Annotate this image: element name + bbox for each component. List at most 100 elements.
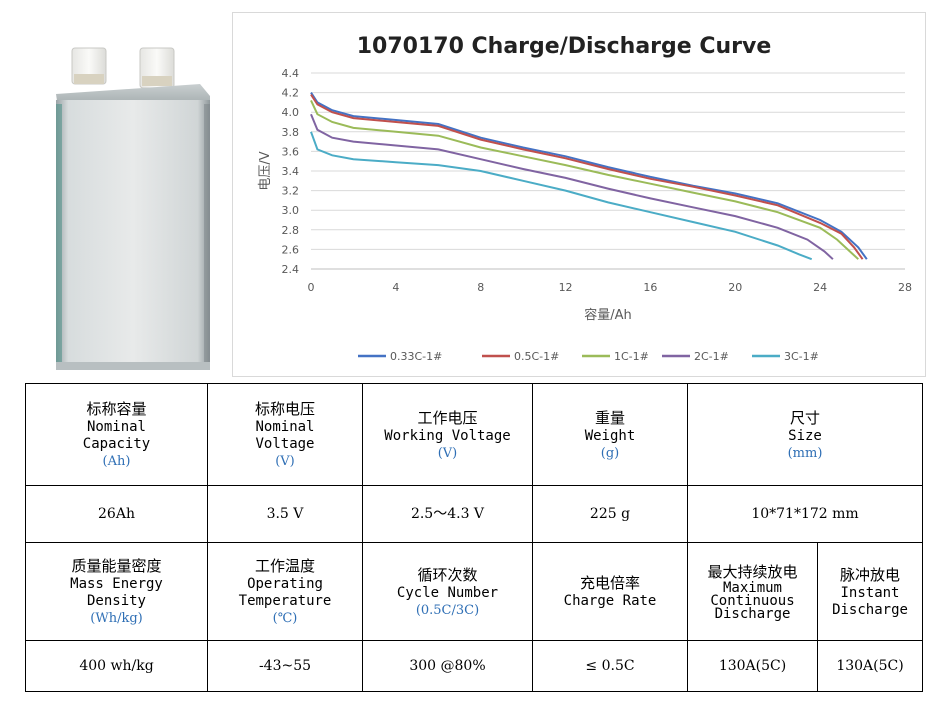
legend-entry: 0.33C-1# — [390, 350, 442, 363]
spec-value-cell: 26Ah — [25, 485, 208, 543]
spec-value: 2.5～4.3 V — [410, 505, 485, 522]
spec-label-en: Maximum — [722, 580, 782, 596]
series-line-3 — [310, 99, 859, 260]
spec-table: 标称容量 Nominal Capacity (Ah) 标称电压 Nominal Voltag… — [25, 383, 923, 692]
spec-header-row-1: 标称容量 Nominal Capacity (Ah) 标称电压 Nominal Voltag… — [25, 383, 923, 486]
series-line-4 — [310, 113, 834, 260]
spec-header-cell: 质量能量密度 Mass Energy Density (Wh/kg) — [25, 542, 208, 641]
spec-label-zh: 标称电压 — [254, 400, 315, 418]
spec-value: 130A(5C) — [718, 657, 787, 674]
spec-label-en: Continuous — [710, 593, 795, 609]
spec-header-cell: 尺寸 Size (mm) — [687, 383, 923, 486]
spec-value-cell: 3.5 V — [207, 485, 363, 543]
battery-product-image — [50, 44, 215, 374]
y-tick-label: 4.2 — [282, 87, 300, 100]
spec-label-zh: 工作电压 — [417, 408, 478, 427]
spec-value: 300 @80% — [409, 657, 486, 674]
x-tick-label: 24 — [813, 281, 827, 294]
spec-value: 130A(5C) — [836, 657, 904, 674]
x-tick-label: 0 — [308, 281, 315, 294]
y-tick-label: 4.4 — [282, 67, 300, 80]
spec-value: 400 wh/kg — [79, 657, 154, 674]
spec-value: 10*71*172 mm — [751, 505, 859, 522]
spec-label-zh: 重量 — [594, 408, 625, 427]
spec-header-row-2: 质量能量密度 Mass Energy Density (Wh/kg) 工作温度 Opera… — [25, 542, 923, 641]
discharge-curve-chart: 1070170 Charge/Discharge Curve 2.4 2.6 2.8… — [258, 34, 912, 363]
pouch-battery-cell-image — [56, 47, 210, 370]
spec-unit: (mm) — [787, 445, 823, 461]
spec-value-cell: 130A(5C) — [817, 640, 923, 692]
spec-label-zh: 充电倍率 — [579, 574, 640, 592]
spec-label-en: Voltage — [255, 436, 315, 452]
spec-label-en: Discharge — [832, 601, 908, 618]
x-axis-label: 容量/Ah — [584, 307, 632, 323]
spec-unit: (℃) — [272, 611, 298, 626]
y-tick-label: 3.2 — [282, 185, 300, 198]
spec-label-en: Nominal — [86, 419, 146, 435]
spec-header-cell: 标称容量 Nominal Capacity (Ah) — [25, 383, 208, 486]
spec-label-zh: 尺寸 — [789, 408, 820, 427]
spec-header-cell: 重量 Weight (g) — [532, 383, 688, 486]
chart-title: 1070170 Charge/Discharge Curve — [357, 34, 772, 59]
y-tick-label: 4.0 — [282, 106, 300, 119]
spec-header-cell: 工作电压 Working Voltage (V) — [362, 383, 533, 486]
y-tick-label: 3.4 — [282, 165, 300, 178]
spec-label-en: Operating — [247, 576, 323, 592]
x-tick-label: 8 — [477, 281, 484, 294]
spec-label-en: Charge Rate — [563, 593, 657, 609]
spec-value: 26Ah — [98, 505, 135, 522]
y-tick-label: 2.8 — [282, 224, 300, 237]
spec-value-cell: 10*71*172 mm — [687, 485, 923, 543]
spec-unit: (V) — [437, 445, 458, 461]
spec-label-en: Discharge — [714, 606, 791, 622]
series-line-2 — [310, 94, 864, 260]
spec-unit: (Wh/kg) — [90, 611, 143, 626]
spec-value-cell: 130A(5C) — [687, 640, 818, 692]
spec-label-en: Density — [86, 593, 146, 609]
chart-panel: 1070170 Charge/Discharge Curve 2.4 2.6 2.8… — [232, 12, 926, 377]
spec-unit: (g) — [600, 445, 620, 461]
spec-label-zh: 标称容量 — [86, 400, 147, 418]
spec-header-cell: 充电倍率 Charge Rate — [532, 542, 688, 641]
spec-value: ≤ 0.5C — [585, 657, 635, 674]
spec-value-cell: ≤ 0.5C — [532, 640, 688, 692]
spec-header-cell: 最大持续放电 Maximum Continuous Discharge — [687, 542, 818, 641]
x-tick-label: 16 — [643, 281, 657, 294]
spec-label-zh: 脉冲放电 — [839, 565, 900, 584]
y-tick-label: 2.6 — [282, 243, 300, 256]
spec-unit: (V) — [275, 454, 295, 469]
spec-header-cell: 工作温度 Operating Temperature (℃) — [207, 542, 363, 641]
spec-label-en: Capacity — [82, 436, 151, 452]
spec-label-en: Instant — [840, 584, 900, 601]
spec-value-cell: 2.5～4.3 V — [362, 485, 533, 543]
spec-value-row-2: 400 wh/kg -43~55 300 @80% ≤ 0.5C 130A(5C) 130… — [25, 640, 923, 692]
legend-entry: 1C-1# — [614, 350, 649, 363]
y-tick-label: 3.0 — [282, 204, 300, 217]
y-tick-label: 3.6 — [282, 145, 300, 158]
spec-label-en: Nominal — [255, 419, 315, 435]
spec-header-cell: 标称电压 Nominal Voltage (V) — [207, 383, 363, 486]
spec-label-en: Weight — [584, 427, 636, 444]
spec-value-cell: 225 g — [532, 485, 688, 543]
spec-label-en: Cycle Number — [396, 584, 499, 601]
spec-label-en: Size — [788, 427, 822, 444]
y-tick-label: 2.4 — [282, 263, 300, 276]
spec-label-zh: 工作温度 — [254, 557, 315, 575]
x-tick-label: 12 — [559, 281, 573, 294]
spec-header-cell: 循环次数 Cycle Number (0.5C/3C) — [362, 542, 533, 641]
spec-value-cell: -43~55 — [207, 640, 363, 692]
legend-entry: 0.5C-1# — [514, 350, 559, 363]
spec-value-cell: 300 @80% — [362, 640, 533, 692]
spec-label-en: Working Voltage — [384, 427, 511, 444]
spec-header-cell: 脉冲放电 Instant Discharge — [817, 542, 923, 641]
series-line-5 — [310, 131, 813, 261]
spec-value-row-1: 26Ah 3.5 V 2.5～4.3 V 225 g 10*71*172 mm — [25, 485, 923, 543]
spec-label-en: Mass Energy — [70, 576, 163, 592]
x-tick-label: 20 — [728, 281, 742, 294]
x-tick-label: 4 — [392, 281, 399, 294]
y-tick-label: 3.8 — [282, 126, 300, 139]
spec-value: 3.5 V — [266, 505, 304, 522]
y-axis-label: 电压/V — [258, 151, 273, 190]
legend-entry: 2C-1# — [694, 350, 729, 363]
spec-value-cell: 400 wh/kg — [25, 640, 208, 692]
